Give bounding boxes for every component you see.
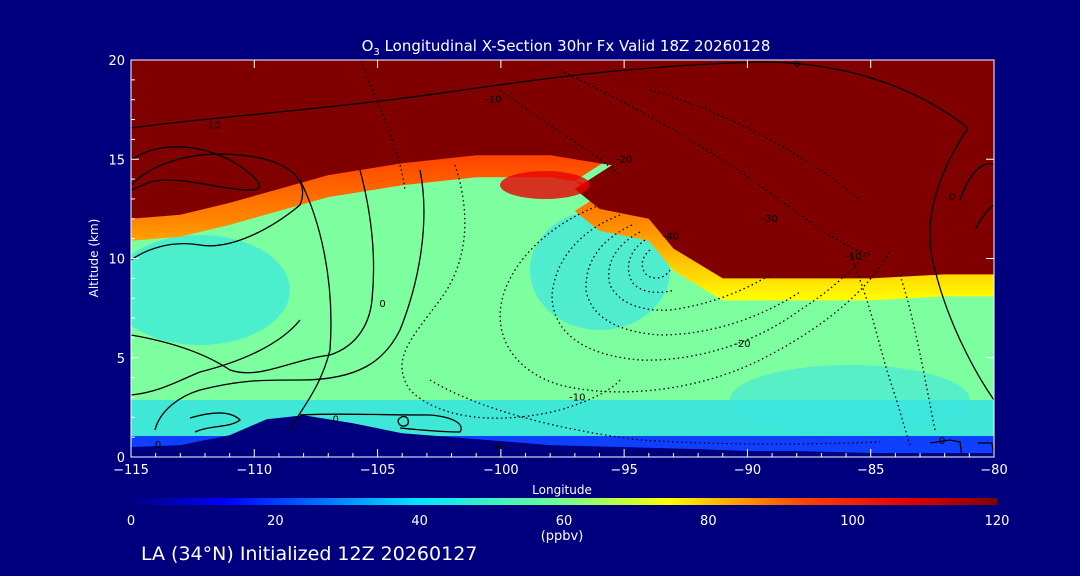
contour-label: 0 bbox=[949, 192, 955, 203]
solid-contours bbox=[131, 61, 994, 457]
x-tick-label: −100 bbox=[483, 463, 519, 478]
x-tick-label: −115 bbox=[113, 463, 149, 478]
x-tick-label: −85 bbox=[857, 463, 884, 478]
stratosphere-field bbox=[131, 60, 994, 279]
chart-title: O3 Longitudinal X-Section 30hr Fx Valid … bbox=[362, 37, 771, 58]
contour-label: 0 bbox=[333, 414, 339, 425]
contour-line bbox=[131, 153, 304, 261]
y-tick-label: 15 bbox=[108, 153, 125, 168]
y-tick-label: 20 bbox=[108, 54, 125, 69]
contour-line bbox=[899, 274, 936, 431]
y-tick-label: 10 bbox=[108, 253, 125, 268]
y-tick-label: 5 bbox=[117, 352, 125, 367]
colorbar-ticks: 0 20 40 60 80 100 120 bbox=[127, 514, 1010, 529]
contour-line bbox=[608, 231, 771, 311]
contour-label: 0 bbox=[379, 299, 385, 310]
contour-line bbox=[401, 164, 621, 419]
contour-label: -40 bbox=[663, 232, 679, 243]
contour-line bbox=[649, 89, 861, 201]
contour-label: -10 bbox=[569, 392, 585, 403]
contour-line bbox=[289, 179, 332, 431]
contour-line bbox=[299, 413, 462, 433]
x-tick-label: −80 bbox=[980, 463, 1007, 478]
contour-line bbox=[189, 412, 241, 433]
low-ozone-patch-west bbox=[131, 235, 290, 345]
contour-line bbox=[499, 204, 891, 393]
low-ozone-patch-center bbox=[530, 210, 670, 330]
colorbar-tick-label: 120 bbox=[985, 514, 1010, 529]
terrain-mask bbox=[131, 415, 994, 457]
contour-line bbox=[397, 415, 409, 427]
x-axis: −115 −110 −105 −100 −95 −90 −85 −80 bbox=[113, 60, 1008, 478]
contour-label: 0 bbox=[155, 440, 161, 451]
x-tick-label: −90 bbox=[734, 463, 761, 478]
contour-label: 0 bbox=[495, 442, 501, 453]
y-axis: 0 5 10 15 20 bbox=[108, 54, 994, 466]
x-tick-label: −95 bbox=[610, 463, 637, 478]
tropopause-transition-band bbox=[131, 147, 994, 301]
x-tick-label: −105 bbox=[360, 463, 396, 478]
contour-label: -10 bbox=[204, 121, 220, 132]
contour-line bbox=[559, 69, 871, 256]
low-ozone-patch-east bbox=[730, 365, 970, 435]
y-tick-label: 0 bbox=[117, 451, 125, 466]
colorbar-tick-label: 20 bbox=[267, 514, 284, 529]
contour-line bbox=[131, 61, 994, 401]
title-subscript: 3 bbox=[373, 47, 379, 58]
contour-line bbox=[929, 439, 994, 457]
contour-label: -10 bbox=[845, 252, 861, 263]
contour-label: -20 bbox=[616, 154, 632, 165]
plot-area: -10 0 -10 -20 -30 -40 -10 0 0 -20 -10 0 0 0 0 bbox=[131, 59, 994, 457]
contour-label: 0 bbox=[794, 59, 800, 70]
contour-line bbox=[849, 254, 911, 446]
x-tick-label: −110 bbox=[236, 463, 272, 478]
contour-line bbox=[131, 146, 260, 191]
contour-label: 0 bbox=[939, 436, 945, 447]
colorbar-tick-label: 0 bbox=[127, 514, 135, 529]
contour-labels: -10 0 -10 -20 -30 -40 -10 0 0 -20 -10 0 0 0 0 bbox=[155, 59, 955, 453]
footer-caption: LA (34°N) Initialized 12Z 20260127 bbox=[141, 543, 477, 565]
contour-label: -20 bbox=[734, 339, 750, 350]
contour-line bbox=[131, 169, 375, 374]
x-axis-label: Longitude bbox=[532, 483, 592, 497]
colorbar-tick-label: 40 bbox=[411, 514, 428, 529]
contour-line bbox=[154, 169, 425, 431]
contour-line bbox=[131, 319, 301, 396]
contour-line bbox=[429, 379, 881, 445]
y-axis-label: Altitude (km) bbox=[87, 219, 101, 298]
contour-line bbox=[585, 224, 801, 336]
contour-label: -10 bbox=[485, 95, 501, 106]
title-prefix: O bbox=[362, 37, 374, 55]
colorbar-unit: (ppbv) bbox=[541, 529, 584, 544]
high-ozone-core bbox=[500, 171, 590, 199]
contour-line bbox=[499, 89, 621, 176]
contour-label: -30 bbox=[761, 214, 777, 225]
colorbar bbox=[131, 498, 997, 505]
colorbar-tick-label: 80 bbox=[700, 514, 717, 529]
colorbar-tick-label: 100 bbox=[840, 514, 865, 529]
colorbar-tick-label: 60 bbox=[556, 514, 573, 529]
contour-line bbox=[641, 249, 671, 279]
dashed-contours bbox=[359, 60, 936, 446]
title-rest: Longitudinal X-Section 30hr Fx Valid 18Z… bbox=[380, 37, 771, 55]
